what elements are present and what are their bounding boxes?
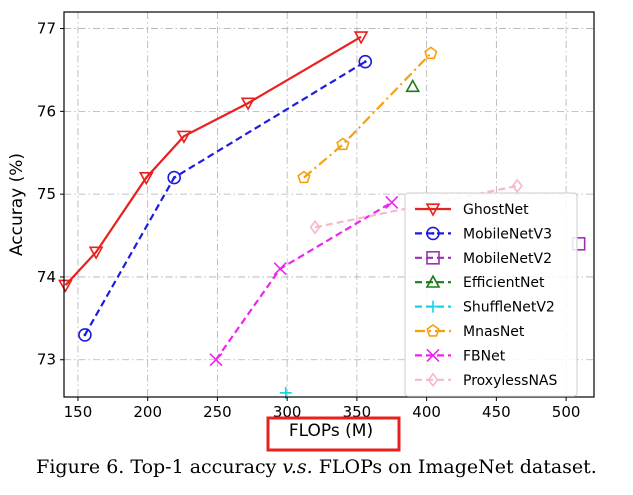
ghostnet-line bbox=[64, 35, 362, 286]
proxylessnas-point bbox=[511, 178, 523, 194]
efficientnet-point bbox=[405, 78, 421, 93]
fbnet-point bbox=[209, 353, 223, 367]
legend-marker bbox=[427, 372, 439, 388]
mobilenetv3-point bbox=[167, 170, 181, 185]
legend-marker bbox=[426, 251, 440, 265]
mobilenetv3-line bbox=[83, 60, 366, 336]
legend-label: MobileNetV3 bbox=[463, 226, 552, 242]
ghostnet-point bbox=[88, 246, 104, 260]
ghostnet-point bbox=[353, 31, 369, 45]
proxylessnas-point bbox=[309, 219, 321, 235]
legend-label: MobileNetV2 bbox=[463, 251, 552, 267]
legend-label: ShuffleNetV2 bbox=[463, 300, 555, 316]
legend: GhostNet MobileNetV3 MobileNetV2 EfficientN… bbox=[404, 192, 578, 397]
y-tick-label: 75 bbox=[37, 185, 56, 203]
mnasnet-point bbox=[424, 46, 438, 60]
legend-entry-mobilenetv2: MobileNetV2 bbox=[415, 251, 552, 267]
mobilenetv3-point bbox=[358, 54, 373, 69]
fbnet-point bbox=[385, 195, 399, 209]
caption-suffix: FLOPs on ImageNet dataset. bbox=[312, 456, 597, 478]
legend-marker bbox=[425, 274, 441, 288]
mnasnet-point bbox=[297, 170, 311, 184]
legend-box bbox=[404, 192, 578, 397]
y-tick-label: 77 bbox=[37, 20, 56, 38]
series-efficientnet bbox=[405, 78, 421, 93]
legend-label: FBNet bbox=[463, 348, 506, 364]
series-ghostnet bbox=[58, 31, 369, 293]
x-axis-label: FLOPs (M) bbox=[289, 421, 373, 441]
y-tick-label: 74 bbox=[37, 268, 56, 286]
series-mnasnet bbox=[297, 46, 438, 184]
mnasnet-point bbox=[336, 137, 350, 151]
ghostnet-point bbox=[240, 97, 256, 111]
ghostnet-point bbox=[58, 279, 73, 293]
legend-marker bbox=[426, 226, 440, 241]
legend-entry-shufflenetv2: ShuffleNetV2 bbox=[415, 300, 555, 316]
legend-marker bbox=[426, 324, 440, 337]
x-tick-label: 250 bbox=[203, 403, 232, 421]
series-fbnet bbox=[209, 195, 399, 367]
legend-entry-fbnet: FBNet bbox=[415, 348, 506, 364]
x-tick-label: 400 bbox=[412, 403, 441, 421]
plot-frame bbox=[63, 11, 595, 398]
fbnet-line bbox=[215, 201, 393, 361]
legend-entry-mnasnet: MnasNet bbox=[415, 324, 525, 340]
mnasnet-line bbox=[303, 52, 432, 179]
figure-caption: Figure 6. Top-1 accuracy v.s. FLOPs on I… bbox=[0, 456, 633, 478]
legend-entry-ghostnet: GhostNet bbox=[415, 202, 529, 218]
legend-label: EfficientNet bbox=[463, 275, 545, 291]
y-tick-label: 76 bbox=[37, 102, 56, 120]
x-axis-label-highlight bbox=[266, 416, 401, 452]
series-mobilenetv3 bbox=[78, 54, 373, 342]
x-tick-label: 500 bbox=[552, 403, 581, 421]
legend-entry-mobilenetv3: MobileNetV3 bbox=[415, 226, 552, 242]
fbnet-point bbox=[273, 262, 287, 276]
ghostnet-point bbox=[176, 130, 192, 144]
y-tick-label: 73 bbox=[37, 351, 56, 369]
ghostnet-point bbox=[138, 171, 154, 186]
mobilenetv3-point bbox=[78, 328, 92, 342]
x-tick-label: 150 bbox=[64, 403, 93, 421]
x-tick-label: 200 bbox=[133, 403, 162, 421]
legend-label: GhostNet bbox=[463, 202, 529, 218]
legend-marker bbox=[425, 203, 441, 217]
x-tick-label: 450 bbox=[482, 403, 511, 421]
caption-italic: v.s. bbox=[282, 456, 313, 478]
legend-label: ProxylessNAS bbox=[463, 373, 557, 389]
legend-entry-efficientnet: EfficientNet bbox=[415, 274, 545, 291]
legend-marker bbox=[426, 348, 440, 362]
legend-entry-proxylessnas: ProxylessNAS bbox=[415, 372, 557, 389]
y-axis-label: Accuray (%) bbox=[7, 153, 27, 256]
legend-marker bbox=[427, 300, 439, 313]
caption-prefix: Figure 6. Top-1 accuracy bbox=[36, 456, 283, 478]
legend-label: MnasNet bbox=[463, 324, 525, 340]
